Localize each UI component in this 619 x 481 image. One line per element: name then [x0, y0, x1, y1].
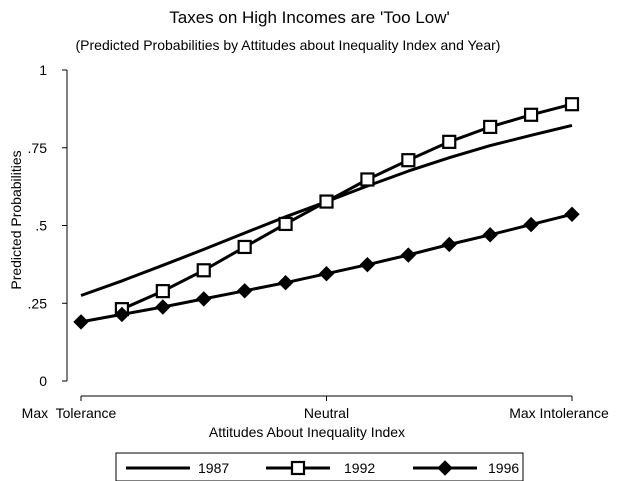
data-point-1992 — [442, 134, 457, 149]
chart-title: Taxes on High Incomes are 'Too Low' — [169, 8, 450, 27]
legend-label-1987: 1987 — [198, 460, 229, 476]
chart-subtitle: (Predicted Probabilities by Attitudes ab… — [75, 37, 501, 53]
axes: 0 .25 .5 .75 1 Max Tolerance Neutral Max Intole… — [8, 62, 609, 440]
data-point-1992 — [564, 97, 580, 112]
data-point-1992 — [237, 239, 252, 255]
y-tick-label: .75 — [28, 140, 48, 156]
data-point-1996 — [73, 314, 89, 330]
data-point-1996 — [359, 256, 376, 273]
data-point-1996 — [523, 216, 539, 233]
y-tick-label: .5 — [35, 218, 47, 234]
data-point-1992 — [360, 172, 375, 187]
y-tick-label: 1 — [39, 62, 47, 78]
data-point-1996 — [236, 283, 253, 299]
data-point-1992 — [523, 107, 539, 122]
data-point-1992 — [319, 194, 334, 209]
data-point-1996 — [196, 291, 212, 307]
data-point-1996 — [441, 236, 457, 253]
data-point-1992 — [155, 284, 170, 299]
x-tick-label: Max Tolerance — [22, 405, 117, 421]
data-point-1996 — [564, 206, 580, 223]
legend-marker-1996 — [437, 460, 453, 476]
data-point-1992 — [278, 216, 293, 232]
legend-marker-1992 — [290, 460, 306, 476]
x-tick-label: Max Intolerance — [509, 405, 609, 421]
data-point-1996 — [318, 265, 335, 282]
data-point-1996 — [277, 275, 294, 291]
data-point-1996 — [114, 306, 130, 323]
y-tick-label: .25 — [28, 295, 48, 311]
y-axis-title: Predicted Probabilities — [8, 150, 24, 289]
x-tick-label: Neutral — [304, 405, 349, 421]
legend: 1987 1992 1996 — [115, 452, 524, 481]
data-point-1996 — [482, 227, 498, 243]
x-axis-title: Attitudes About Inequality Index — [209, 424, 405, 440]
data-point-1996 — [400, 247, 417, 263]
data-point-1992 — [196, 263, 211, 278]
data-point-1992 — [483, 119, 498, 135]
series-line-1992 — [121, 102, 573, 311]
plot-area — [73, 97, 580, 330]
data-point-1996 — [155, 299, 171, 315]
legend-label-1992: 1992 — [344, 460, 375, 476]
legend-label-1996: 1996 — [488, 460, 519, 476]
data-point-1992 — [401, 153, 416, 168]
y-tick-label: 0 — [39, 373, 47, 389]
